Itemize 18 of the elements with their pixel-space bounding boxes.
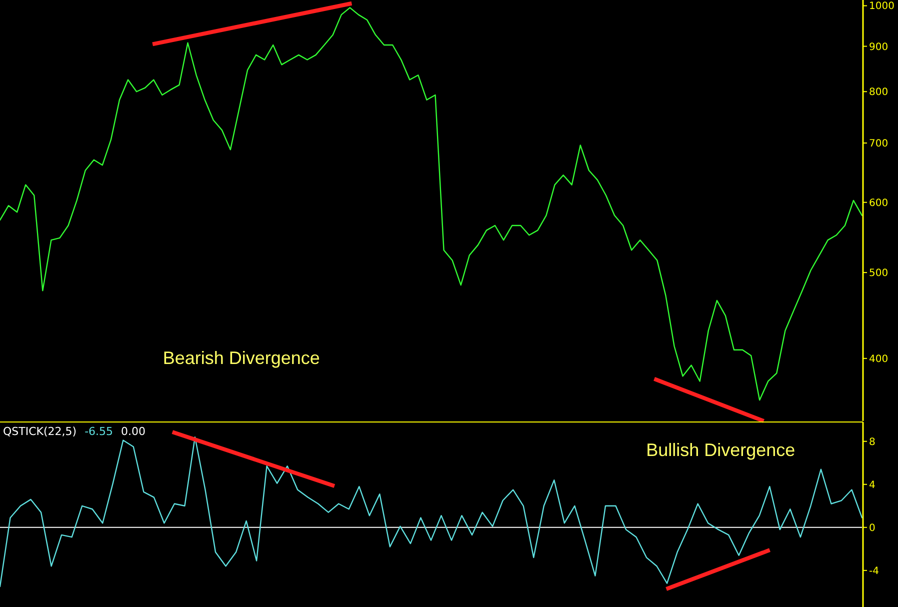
y-tick-label: 8 [869,436,876,448]
annotation: Bearish Divergence [162,348,320,368]
y-tick-label: -4 [869,566,879,577]
y-tick-label: 500 [869,268,888,280]
line-series [0,7,863,401]
chart-title: QSTICK(22,5) [3,425,77,438]
y-tick-label: 400 [869,354,888,365]
annotation: Bullish Divergence [646,440,796,460]
y-tick-label: 800 [869,87,888,98]
y-tick-label: 1000 [869,1,894,12]
y-tick-label: 600 [869,198,888,209]
line-series [0,436,863,588]
y-tick-label: 900 [869,42,888,53]
annotation: 0.00 [121,425,146,438]
y-tick-label: 4 [869,480,876,491]
y-tick-label: 700 [869,138,888,150]
annotation: -6.55 [84,425,114,438]
y-tick-label: 0 [869,522,876,534]
